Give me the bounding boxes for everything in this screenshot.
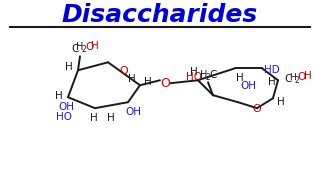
Text: O: O — [252, 104, 261, 114]
Text: 2: 2 — [206, 73, 210, 82]
Text: H: H — [304, 71, 312, 81]
Text: OH: OH — [58, 102, 74, 112]
Text: H: H — [144, 77, 152, 87]
Text: H: H — [107, 113, 115, 123]
Text: O: O — [120, 66, 128, 76]
Text: HD: HD — [264, 65, 280, 75]
Text: 2: 2 — [295, 76, 300, 85]
Text: O: O — [160, 77, 170, 90]
Text: H: H — [290, 73, 296, 82]
Text: OH: OH — [125, 107, 141, 117]
Text: Disaccharides: Disaccharides — [62, 3, 258, 27]
Text: HO: HO — [56, 112, 72, 122]
Text: H: H — [90, 113, 98, 123]
Text: H: H — [277, 97, 285, 107]
Text: H: H — [128, 74, 136, 84]
Text: OH: OH — [240, 81, 256, 91]
Text: H: H — [91, 41, 99, 51]
Text: H: H — [268, 77, 276, 87]
Text: H: H — [76, 42, 84, 52]
Text: HO: HO — [186, 72, 202, 82]
Text: H: H — [65, 62, 73, 72]
Text: H: H — [55, 91, 63, 101]
Text: H: H — [236, 73, 244, 83]
Text: C: C — [71, 44, 79, 54]
Text: O: O — [85, 42, 93, 52]
Text: H: H — [190, 67, 198, 77]
Text: O: O — [298, 72, 306, 82]
Text: C: C — [284, 74, 292, 84]
Text: C: C — [209, 70, 217, 80]
Text: 2: 2 — [82, 45, 86, 54]
Text: H: H — [200, 70, 208, 80]
